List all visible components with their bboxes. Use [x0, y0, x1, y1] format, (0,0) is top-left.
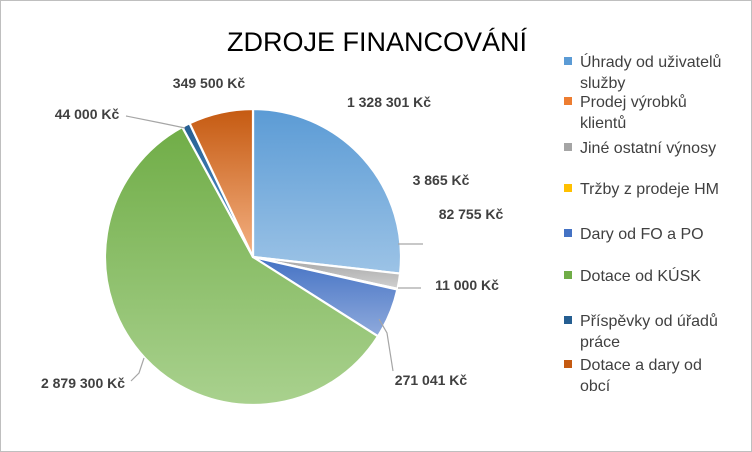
legend-swatch [564, 271, 572, 279]
legend-item-dotace-od-kusk: Dotace od KÚSK [564, 266, 701, 285]
legend-label: obcí [580, 378, 611, 395]
legend-item-uhrady-od-uzivatelu-sluzby: Úhrady od uživatelů služby [564, 52, 721, 92]
data-label-prodej-vyrobku-klientu: 11 000 Kč [435, 277, 499, 293]
legend-label: klientů [580, 114, 626, 132]
leader-line [125, 115, 186, 129]
legend-swatch [564, 97, 572, 105]
legend-swatch [564, 143, 572, 151]
pie-slice-uhrady-od-uzivatelu-sluzby [251, 107, 403, 275]
legend-label: Prodej výrobků [580, 93, 687, 111]
legend-label: Úhrady od uživatelů [580, 52, 721, 71]
legend-swatch [564, 316, 572, 324]
legend-item-dotace-a-dary-od-obci: Dotace a dary od obcí [564, 357, 702, 395]
legend-label: Dotace a dary od [580, 357, 702, 374]
data-label-dary-od-fo-a-po: 271 041 Kč [395, 372, 468, 388]
legend-label: Dotace od KÚSK [580, 266, 701, 285]
legend-label: Dary od FO a PO [580, 226, 704, 243]
legend-label: Příspěvky od úřadů [580, 312, 718, 330]
data-label-dotace-a-dary-od-obci: 349 500 Kč [173, 75, 246, 91]
legend-label: služby [580, 75, 625, 92]
leader-line [378, 318, 394, 372]
legend-label: Jiné ostatní výnosy [580, 140, 716, 157]
data-label-trzby-z-prodeje-hm: 3 865 Kč [413, 172, 470, 188]
legend-item-dary-od-fo-a-po: Dary od FO a PO [564, 226, 704, 243]
legend-swatch [564, 184, 572, 192]
leader-line [130, 357, 145, 382]
chart-title: ZDROJE FINANCOVÁNÍ [227, 27, 528, 57]
legend-item-prodej-vyrobku-klientu: Prodej výrobků klientů [564, 93, 687, 132]
legend-swatch [564, 360, 572, 368]
legend-item-trzby-z-prodeje-hm: Tržby z prodeje HM [564, 181, 719, 198]
data-label-prispevky-od-uradu-prace: 44 000 Kč [55, 106, 120, 122]
legend-swatch [564, 57, 572, 65]
legend-item-prispevky-od-uradu-prace: Příspěvky od úřadů práce [564, 312, 718, 351]
data-label-uhrady-od-uzivatelu-sluzby: 1 328 301 Kč [347, 94, 431, 110]
data-label-dotace-od-kusk: 2 879 300 Kč [41, 375, 125, 391]
legend-item-jine-ostatni-vynosy: Jiné ostatní výnosy [564, 140, 716, 157]
legend-label: Tržby z prodeje HM [580, 181, 719, 198]
legend-swatch [564, 229, 572, 237]
pie-slice-dotace-a-dary-od-obci [188, 107, 255, 259]
legend-label: práce [580, 334, 620, 351]
data-label-jine-ostatni-vynosy: 82 755 Kč [439, 206, 504, 222]
pie-slice-dotace-od-kusk [103, 125, 380, 407]
